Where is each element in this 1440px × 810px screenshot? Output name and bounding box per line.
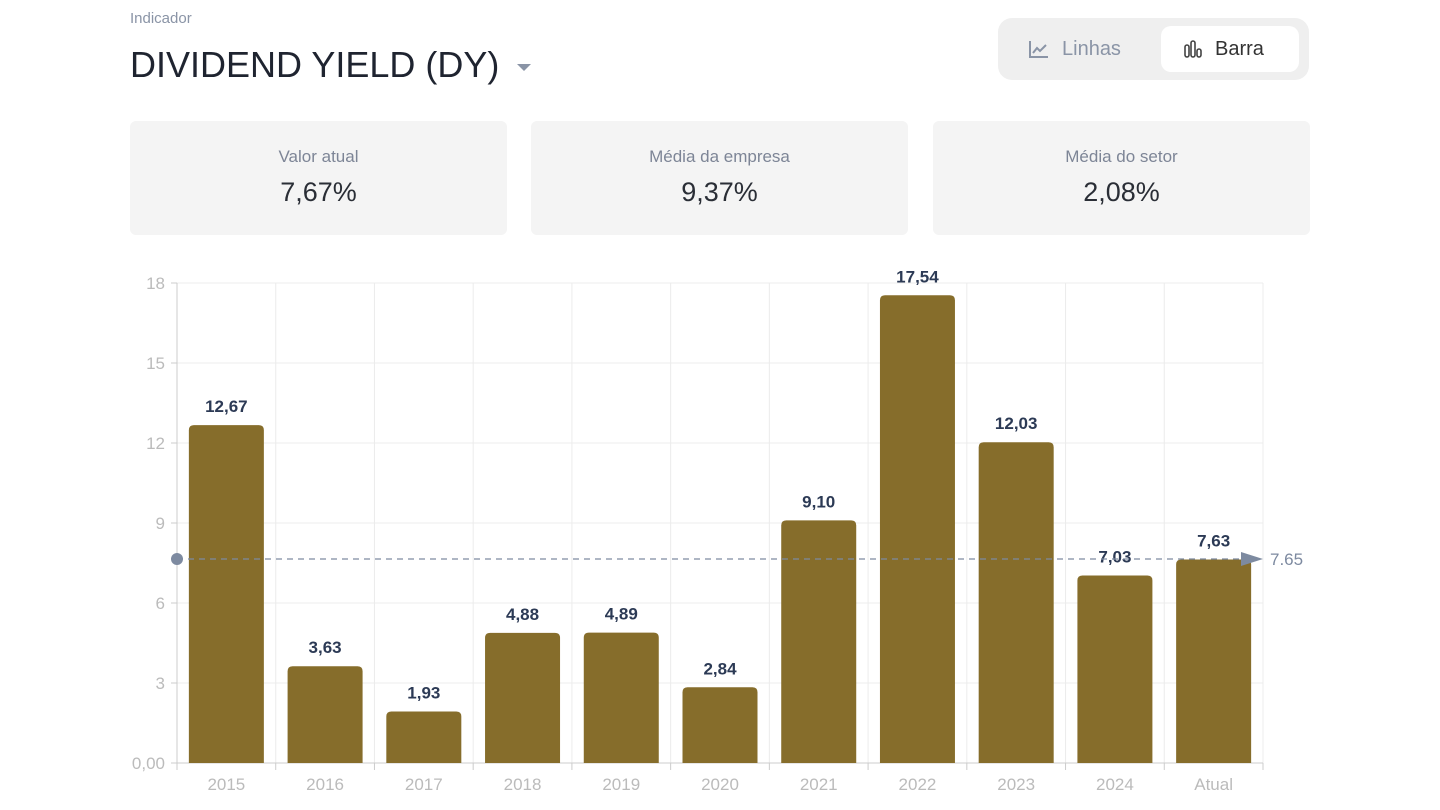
- bars-label: Barra: [1215, 37, 1264, 60]
- bar-value-label: 4,88: [506, 605, 539, 624]
- y-tick-label: 3: [156, 674, 165, 693]
- bar: [1077, 575, 1153, 763]
- bar-value-label: 2,84: [703, 659, 737, 678]
- chevron-down-icon: [517, 63, 532, 71]
- reference-line-label: 7.65: [1270, 550, 1303, 569]
- y-tick-label: 15: [146, 354, 165, 373]
- bar-value-label: 3,63: [309, 638, 342, 657]
- card-sector-average: Média do setor 2,08%: [933, 121, 1310, 235]
- lines-label: Linhas: [1062, 37, 1121, 60]
- lines-button[interactable]: Linhas: [1006, 26, 1143, 72]
- bar-value-label: 7,03: [1098, 548, 1131, 567]
- bars-button[interactable]: Barra: [1161, 26, 1299, 72]
- bar: [386, 711, 462, 763]
- bar-value-label: 12,67: [205, 397, 248, 416]
- card-title: Média da empresa: [649, 147, 790, 166]
- bar: [879, 295, 955, 763]
- card-company-average: Média da empresa 9,37%: [531, 121, 908, 235]
- card-current-value: Valor atual 7,67%: [130, 121, 507, 235]
- x-tick-label: 2015: [207, 775, 245, 794]
- card-value: 7,67%: [280, 177, 357, 207]
- reference-line-start-dot: [171, 553, 183, 565]
- bar-value-label: 7,63: [1197, 532, 1230, 551]
- bar-value-label: 17,54: [896, 267, 939, 286]
- bar: [485, 632, 561, 763]
- x-tick-label: 2021: [800, 775, 838, 794]
- x-tick-label: 2022: [899, 775, 937, 794]
- y-tick-label: 0,00: [132, 754, 165, 773]
- x-tick-label: 2023: [997, 775, 1035, 794]
- page-title: DIVIDEND YIELD (DY): [130, 44, 500, 85]
- bar-value-label: 9,10: [802, 492, 835, 511]
- y-tick-label: 12: [146, 434, 165, 453]
- x-tick-label: 2018: [504, 775, 542, 794]
- y-tick-label: 18: [146, 274, 165, 293]
- indicator-select[interactable]: DIVIDEND YIELD (DY): [130, 44, 532, 86]
- x-tick-label: Atual: [1194, 775, 1233, 794]
- y-tick-label: 9: [156, 514, 165, 533]
- bar: [682, 687, 758, 763]
- x-tick-label: 2019: [602, 775, 640, 794]
- chart-type-toggle: Linhas Barra: [998, 18, 1309, 80]
- bar: [188, 425, 264, 763]
- bar-chart-icon: [1184, 40, 1202, 58]
- reference-line-arrow-icon: [1241, 552, 1263, 566]
- bar: [1176, 559, 1252, 763]
- x-tick-label: 2020: [701, 775, 739, 794]
- indicator-label: Indicador: [130, 10, 192, 27]
- bar: [287, 666, 363, 763]
- bar-value-label: 12,03: [995, 414, 1038, 433]
- bar-value-label: 4,89: [605, 605, 638, 624]
- x-tick-label: 2017: [405, 775, 443, 794]
- bar: [978, 442, 1054, 763]
- line-chart-icon: [1029, 41, 1048, 58]
- bar-value-label: 1,93: [407, 684, 440, 703]
- bar: [583, 632, 659, 763]
- card-title: Média do setor: [1065, 147, 1178, 166]
- y-tick-label: 6: [156, 594, 165, 613]
- bar: [781, 520, 857, 763]
- card-value: 9,37%: [681, 177, 758, 207]
- card-title: Valor atual: [278, 147, 359, 166]
- card-value: 2,08%: [1083, 177, 1160, 207]
- x-tick-label: 2024: [1096, 775, 1134, 794]
- x-tick-label: 2016: [306, 775, 344, 794]
